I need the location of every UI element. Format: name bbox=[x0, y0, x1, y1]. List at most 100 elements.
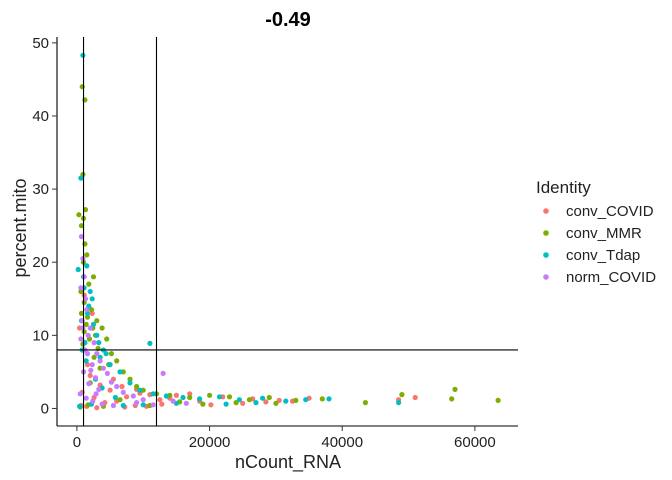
point-conv_MMR-12 bbox=[88, 307, 95, 313]
point-conv_MMR-40 bbox=[495, 397, 501, 403]
point-conv_Tdap-29 bbox=[223, 401, 229, 407]
point-conv_COVID-31 bbox=[240, 400, 246, 406]
point-norm_COVID-15 bbox=[104, 370, 110, 376]
point-norm_COVID-35 bbox=[78, 336, 84, 342]
point-conv_MMR-34 bbox=[293, 397, 299, 403]
point-norm_COVID-28 bbox=[90, 398, 96, 404]
point-conv_MMR-50 bbox=[91, 354, 97, 360]
point-conv_MMR-8 bbox=[90, 274, 97, 280]
legend-key-conv_COVID bbox=[543, 208, 549, 214]
point-conv_Tdap-44 bbox=[96, 340, 102, 346]
point-conv_MMR-17 bbox=[104, 336, 110, 342]
point-norm_COVID-3 bbox=[78, 285, 84, 291]
point-conv_MMR-7 bbox=[84, 252, 90, 258]
point-conv_Tdap-42 bbox=[89, 296, 95, 302]
point-norm_COVID-14 bbox=[100, 365, 106, 371]
point-conv_COVID-32 bbox=[263, 399, 269, 405]
point-conv_COVID-34 bbox=[187, 391, 193, 397]
point-conv_Tdap-1 bbox=[78, 175, 84, 181]
point-conv_Tdap-24 bbox=[260, 395, 266, 401]
point-conv_COVID-22 bbox=[159, 401, 165, 407]
point-norm_COVID-38 bbox=[88, 367, 94, 373]
point-norm_COVID-23 bbox=[140, 397, 146, 403]
point-conv_Tdap-45 bbox=[103, 351, 109, 357]
point-norm_COVID-7 bbox=[87, 325, 93, 331]
point-conv_Tdap-16 bbox=[127, 380, 133, 386]
point-norm_COVID-26 bbox=[77, 391, 83, 397]
point-conv_Tdap-30 bbox=[253, 400, 259, 406]
point-conv_Tdap-26 bbox=[303, 397, 309, 403]
point-norm_COVID-30 bbox=[110, 402, 116, 409]
point-norm_COVID-4 bbox=[82, 296, 89, 302]
legend-key-conv_MMR bbox=[543, 230, 549, 236]
point-conv_COVID-7 bbox=[173, 392, 179, 398]
point-conv_MMR-30 bbox=[207, 392, 213, 398]
point-conv_MMR-41 bbox=[200, 401, 206, 407]
point-norm_COVID-2 bbox=[81, 274, 87, 280]
legend-key-norm_COVID bbox=[543, 274, 549, 280]
legend-label-conv_Tdap: conv_Tdap bbox=[566, 247, 640, 264]
point-norm_COVID-25 bbox=[86, 381, 92, 387]
x-tick-label-3: 60000 bbox=[454, 434, 496, 451]
point-norm_COVID-9 bbox=[91, 340, 97, 346]
point-conv_Tdap-10 bbox=[147, 340, 153, 346]
point-conv_Tdap-8 bbox=[90, 321, 97, 327]
point-conv_MMR-19 bbox=[108, 351, 114, 357]
point-conv_Tdap-2 bbox=[84, 263, 90, 269]
point-conv_MMR-35 bbox=[319, 396, 325, 402]
y-tick-label-1: 10 bbox=[32, 327, 49, 344]
point-conv_Tdap-39 bbox=[83, 358, 89, 364]
point-conv_Tdap-36 bbox=[112, 394, 118, 401]
point-conv_COVID-10 bbox=[124, 394, 130, 400]
point-norm_COVID-29 bbox=[99, 401, 105, 407]
point-conv_Tdap-33 bbox=[120, 402, 126, 409]
point-norm_COVID-8 bbox=[85, 332, 91, 338]
point-conv_MMR-47 bbox=[117, 397, 123, 403]
point-norm_COVID-27 bbox=[83, 395, 89, 401]
point-conv_Tdap-0 bbox=[80, 52, 86, 58]
point-conv_Tdap-25 bbox=[283, 398, 289, 404]
point-conv_COVID-0 bbox=[412, 394, 418, 401]
point-conv_MMR-38 bbox=[452, 386, 458, 392]
point-norm_COVID-39 bbox=[93, 391, 99, 397]
point-conv_Tdap-32 bbox=[140, 402, 146, 408]
point-conv_Tdap-14 bbox=[107, 362, 113, 368]
point-norm_COVID-31 bbox=[134, 400, 140, 406]
y-tick-label-3: 30 bbox=[32, 181, 49, 198]
x-ticks: 0 20000 40000 60000 bbox=[73, 426, 496, 451]
point-conv_Tdap-34 bbox=[77, 403, 83, 409]
point-norm_COVID-13 bbox=[89, 362, 95, 368]
point-norm_COVID-11 bbox=[94, 351, 100, 357]
point-conv_COVID-26 bbox=[94, 405, 100, 411]
point-norm_COVID-37 bbox=[84, 351, 91, 357]
point-conv_MMR-15 bbox=[99, 325, 105, 331]
point-conv_Tdap-23 bbox=[236, 397, 242, 403]
point-conv_MMR-9 bbox=[86, 281, 92, 287]
point-conv_COVID-8 bbox=[157, 397, 163, 403]
point-conv_MMR-13 bbox=[94, 318, 100, 324]
y-ticks: 0 10 20 30 40 50 bbox=[32, 35, 57, 417]
point-norm_COVID-22 bbox=[130, 393, 136, 399]
point-conv_MMR-43 bbox=[273, 400, 279, 406]
point-norm_COVID-34 bbox=[183, 400, 189, 406]
point-conv_MMR-36 bbox=[362, 400, 368, 406]
point-norm_COVID-16 bbox=[92, 375, 99, 381]
chart-title: -0.49 bbox=[265, 9, 311, 31]
point-conv_MMR-39 bbox=[449, 396, 455, 402]
x-axis-label: nCount_RNA bbox=[235, 452, 341, 473]
legend-label-norm_COVID: norm_COVID bbox=[566, 269, 656, 286]
point-conv_COVID-12 bbox=[107, 387, 113, 393]
x-tick-label-2: 40000 bbox=[321, 434, 363, 451]
point-conv_MMR-33 bbox=[266, 394, 272, 401]
point-conv_Tdap-13 bbox=[97, 354, 103, 360]
point-conv_Tdap-18 bbox=[150, 391, 156, 397]
point-conv_COVID-30 bbox=[208, 402, 214, 408]
point-conv_MMR-32 bbox=[246, 397, 252, 403]
point-norm_COVID-0 bbox=[78, 234, 85, 240]
point-norm_COVID-12 bbox=[97, 358, 103, 364]
point-norm_COVID-20 bbox=[96, 386, 102, 392]
points-layer bbox=[75, 52, 501, 411]
point-conv_Tdap-17 bbox=[137, 387, 143, 393]
legend-key-conv_Tdap bbox=[543, 252, 549, 258]
